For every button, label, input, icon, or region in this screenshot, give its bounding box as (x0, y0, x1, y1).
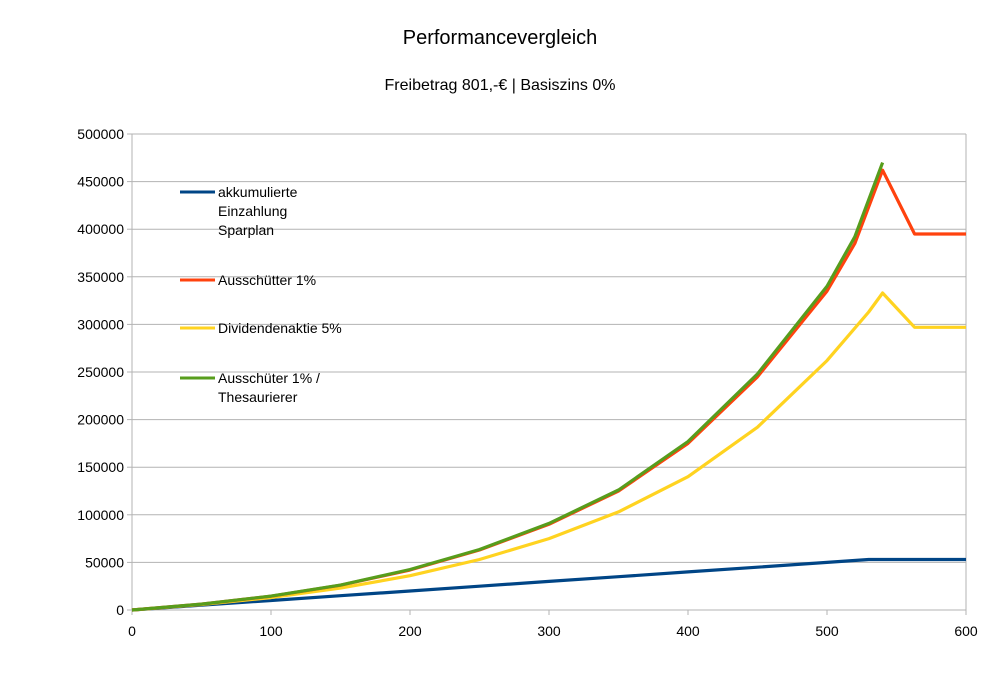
x-tick-label: 200 (398, 623, 422, 639)
x-tick-label: 100 (259, 623, 283, 639)
legend-label: Einzahlung (218, 203, 287, 219)
y-tick-label: 450000 (77, 174, 124, 190)
series-line-akkumulierte-einzahlung-sparplan (131, 557, 966, 612)
x-tick-label: 600 (954, 623, 978, 639)
legend-label: Sparplan (218, 222, 274, 238)
x-tick-label: 0 (128, 623, 136, 639)
series-lines (131, 162, 966, 612)
y-tick-label: 200000 (77, 412, 124, 428)
series-line-dividendenaktie-5 (131, 291, 966, 612)
y-tick-label: 100000 (77, 507, 124, 523)
chart-title: Performancevergleich (403, 27, 598, 49)
legend: akkumulierte Einzahlung Sparplan Ausschütte… (180, 184, 342, 405)
legend-label: Ausschütter 1% (218, 272, 316, 288)
y-tick-label: 250000 (77, 364, 124, 380)
y-tick-label: 50000 (85, 554, 124, 570)
legend-label: Dividendenaktie 5% (218, 320, 342, 336)
gridlines (132, 133, 966, 611)
legend-label: Ausschüter 1% / (218, 370, 320, 386)
x-tick-label: 300 (537, 623, 561, 639)
y-tick-label: 300000 (77, 316, 124, 332)
y-tick-label: 350000 (77, 269, 124, 285)
x-tick-label: 400 (676, 623, 700, 639)
chart-subtitle: Freibetrag 801,-€ | Basiszins 0% (385, 77, 616, 94)
axes (127, 133, 967, 615)
y-tick-label: 150000 (77, 459, 124, 475)
tick-labels: 0 50000 100000 150000 200000 250000 300000 3500… (77, 126, 978, 639)
y-tick-label: 0 (116, 602, 124, 618)
legend-label: Thesaurierer (218, 389, 298, 405)
legend-label: akkumulierte (218, 184, 298, 200)
x-tick-label: 500 (815, 623, 839, 639)
series-line-aussch-ter-1-thesaurierer (131, 162, 885, 612)
y-tick-label: 400000 (77, 221, 124, 237)
y-tick-label: 500000 (77, 126, 124, 142)
